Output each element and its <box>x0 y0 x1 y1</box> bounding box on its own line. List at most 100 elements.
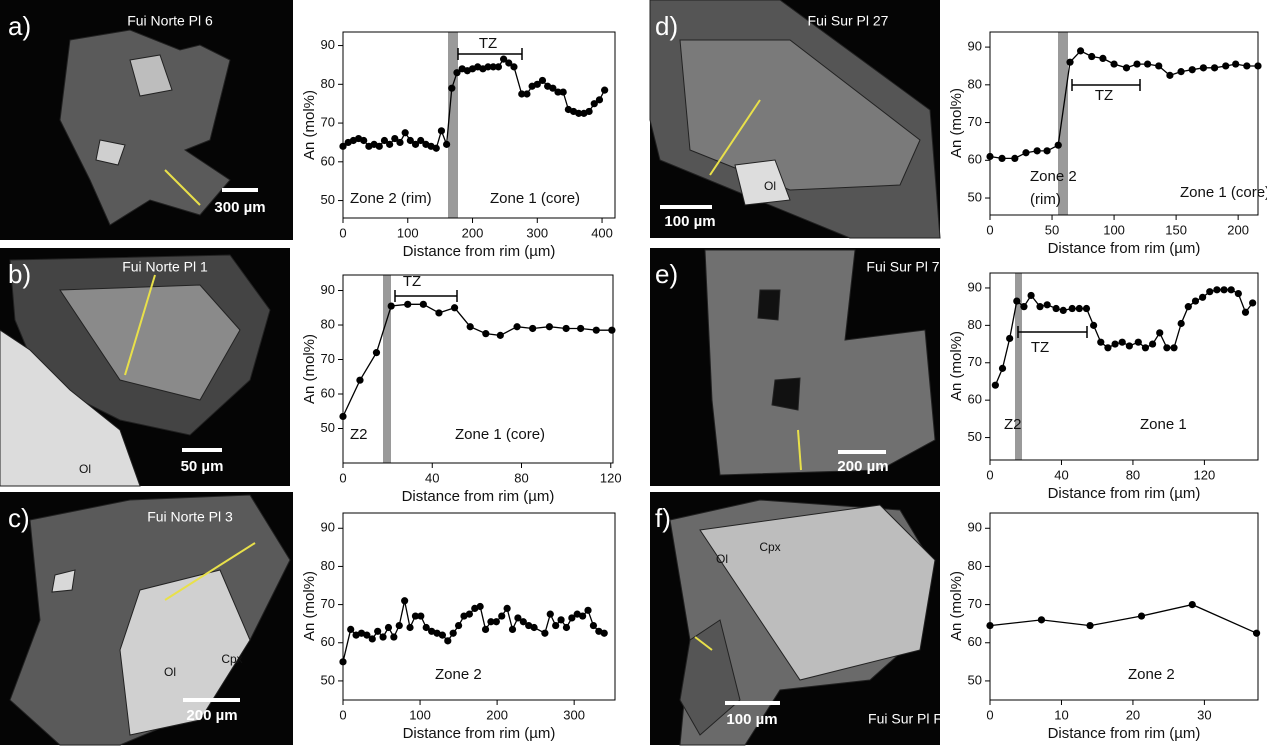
data-point <box>1189 601 1196 608</box>
x-tick-label: 200 <box>1227 222 1249 237</box>
data-point <box>396 622 403 629</box>
micrograph: c)Fui Norte Pl 3200 µmOlCpx <box>0 492 293 745</box>
x-axis-label: Distance from rim (µm) <box>402 488 555 505</box>
data-point <box>510 63 517 70</box>
image-title: Fui Sur Pl 7 <box>866 259 939 275</box>
data-point <box>450 630 457 637</box>
panel-label: f) <box>655 503 671 533</box>
x-axis-label: Distance from rim (µm) <box>1048 485 1201 502</box>
x-tick-label: 20 <box>1126 707 1140 722</box>
data-point <box>999 365 1006 372</box>
y-axis-label: An (mol%) <box>301 571 318 641</box>
image-title: Fui Norte Pl 1 <box>122 259 208 275</box>
x-tick-label: 0 <box>986 707 993 722</box>
x-tick-label: 120 <box>1194 467 1216 482</box>
data-point <box>1253 630 1260 637</box>
data-point <box>1011 155 1018 162</box>
data-point <box>1220 286 1227 293</box>
data-point <box>1243 62 1250 69</box>
x-tick-label: 80 <box>1126 467 1140 482</box>
scale-label: 200 µm <box>186 707 237 724</box>
data-point <box>546 323 553 330</box>
x-axis-label: Distance from rim (µm) <box>403 243 556 260</box>
data-point <box>563 325 570 332</box>
data-point <box>1213 286 1220 293</box>
data-point <box>529 325 536 332</box>
annotation: Z2 <box>350 426 368 443</box>
micrograph: b)Fui Norte Pl 150 µmOl <box>0 248 290 486</box>
data-point <box>552 622 559 629</box>
y-tick-label: 70 <box>968 114 982 129</box>
data-point <box>1076 305 1083 312</box>
data-point <box>1097 339 1104 346</box>
data-point <box>498 612 505 619</box>
data-point <box>1133 60 1140 67</box>
data-point <box>1020 303 1027 310</box>
data-point <box>577 325 584 332</box>
image-title: Fui Norte Pl 3 <box>147 509 233 525</box>
data-point <box>1086 622 1093 629</box>
x-tick-label: 100 <box>409 707 431 722</box>
data-point <box>601 87 608 94</box>
data-point <box>986 153 993 160</box>
y-tick-label: 90 <box>321 37 335 52</box>
scale-label: 100 µm <box>726 711 777 728</box>
data-point <box>541 630 548 637</box>
data-point <box>373 349 380 356</box>
data-point <box>448 85 455 92</box>
data-point <box>1055 142 1062 149</box>
data-point <box>1211 64 1218 71</box>
y-tick-label: 50 <box>968 429 982 444</box>
data-point <box>593 327 600 334</box>
data-point <box>1006 335 1013 342</box>
scale-label: 50 µm <box>181 458 224 475</box>
data-point <box>1088 53 1095 60</box>
x-tick-label: 100 <box>397 225 419 240</box>
data-point <box>369 635 376 642</box>
data-point <box>1192 297 1199 304</box>
data-point <box>443 141 450 148</box>
data-point <box>439 632 446 639</box>
data-point <box>385 624 392 631</box>
data-point <box>1189 66 1196 73</box>
transition-band <box>1058 32 1068 215</box>
x-tick-label: 200 <box>486 707 508 722</box>
data-point <box>1199 294 1206 301</box>
data-point <box>1149 340 1156 347</box>
panel-label: b) <box>8 259 31 289</box>
data-point <box>1053 305 1060 312</box>
mineral-label: Ol <box>764 179 776 193</box>
data-line <box>343 59 605 148</box>
x-tick-label: 40 <box>425 470 439 485</box>
annotation: Z2 <box>1004 416 1022 433</box>
data-point <box>360 137 367 144</box>
data-point <box>584 607 591 614</box>
x-tick-label: 200 <box>462 225 484 240</box>
data-point <box>406 624 413 631</box>
data-point <box>396 139 403 146</box>
data-point <box>557 616 564 623</box>
data-point <box>339 413 346 420</box>
x-tick-label: 50 <box>1045 222 1059 237</box>
y-tick-label: 50 <box>968 189 982 204</box>
x-tick-label: 0 <box>986 467 993 482</box>
data-point <box>420 301 427 308</box>
micrograph: e)Fui Sur Pl 7200 µm <box>650 248 940 486</box>
data-point <box>590 622 597 629</box>
mineral-label: Cpx <box>759 540 780 554</box>
data-point <box>1142 344 1149 351</box>
transition-band <box>448 32 458 218</box>
data-point <box>1110 60 1117 67</box>
y-tick-label: 90 <box>968 279 982 294</box>
annotation: Zone 2 (rim) <box>350 190 432 207</box>
data-point <box>998 155 1005 162</box>
data-point <box>596 96 603 103</box>
x-tick-label: 150 <box>1165 222 1187 237</box>
data-point <box>435 309 442 316</box>
data-point <box>1066 59 1073 66</box>
x-tick-label: 40 <box>1054 467 1068 482</box>
y-tick-label: 80 <box>321 316 335 331</box>
data-point <box>1060 307 1067 314</box>
data-point <box>1200 64 1207 71</box>
data-point <box>1156 329 1163 336</box>
